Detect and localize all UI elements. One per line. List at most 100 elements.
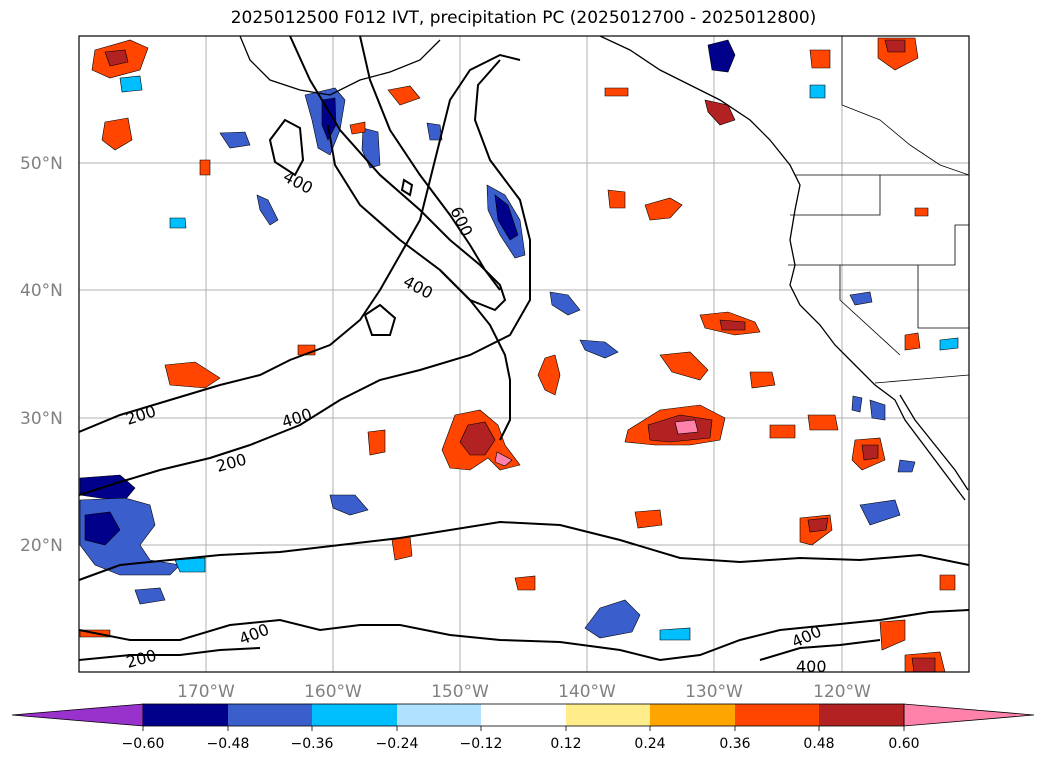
contour-closed-small [363, 303, 397, 336]
neg-blob [361, 127, 381, 169]
neg-blob [869, 399, 886, 421]
neg-blob [707, 39, 736, 73]
pos-blob [674, 419, 699, 435]
neg-blob [851, 395, 863, 413]
colorbar-bin [566, 704, 650, 726]
neg-blob [579, 339, 619, 359]
neg-blob [119, 75, 143, 93]
colorbar-bin [312, 704, 397, 726]
colorbar-frame [142, 703, 905, 727]
state-border [917, 265, 969, 329]
pos-blob [391, 535, 413, 561]
lon-label-160w: 160°W [304, 682, 362, 702]
neg-blob [849, 291, 873, 306]
lon-label-130w: 130°W [685, 682, 743, 702]
pos-blob [537, 354, 561, 396]
map-title: 2025012500 F012 IVT, precipitation PC (2… [230, 8, 817, 28]
ivt-contours [79, 36, 969, 662]
coastline [239, 36, 969, 501]
baja-gulf-coast [899, 394, 969, 491]
pos-blob [199, 159, 211, 176]
pos-blob [809, 49, 831, 69]
pos-blob [769, 424, 796, 439]
west-coast [599, 36, 966, 501]
colorbar-bin [819, 704, 904, 726]
lon-label-150w: 150°W [431, 682, 489, 702]
us-mexico-border [874, 374, 969, 384]
colorbar-bin [650, 704, 735, 726]
pos-blob [164, 361, 221, 389]
colorbar-tick-label: 0.24 [634, 736, 665, 752]
state-border [790, 175, 881, 216]
neg-blob [859, 499, 901, 526]
pos-blob [604, 87, 629, 97]
pos-blob [904, 332, 921, 351]
pos-blob [807, 414, 839, 431]
neg-blob [809, 84, 826, 99]
colorbar-tick-label: 0.48 [803, 736, 834, 752]
lat-label-20n: 20°N [20, 536, 63, 556]
pos-blob [634, 509, 663, 529]
pos-blob [349, 121, 366, 135]
colorbar-ticks [142, 726, 905, 731]
pos-blob [104, 49, 129, 67]
lon-axis-labels: 170°W 160°W 150°W 140°W 130°W 120°W [177, 682, 871, 702]
pos-blob [939, 574, 956, 591]
colorbar-extend-high [903, 703, 1035, 727]
pos-blob [387, 85, 421, 106]
lon-label-140w: 140°W [558, 682, 616, 702]
alaska-coast [239, 36, 441, 96]
colorbar-bin [143, 704, 228, 726]
political-borders [788, 36, 969, 384]
pos-blob [911, 657, 936, 672]
colorbar-tick-label: 0.12 [550, 736, 581, 752]
colorbar-bin [228, 704, 312, 726]
pos-blob [659, 351, 709, 381]
pos-blob [884, 39, 906, 53]
neg-blob [494, 194, 519, 241]
colorbar-tick-label: −0.24 [376, 736, 419, 752]
pos-blob [644, 197, 683, 221]
pos-blob [607, 189, 626, 209]
contour-tiny [400, 178, 414, 197]
state-border [788, 224, 969, 266]
pos-blob [861, 444, 879, 461]
lat-label-50n: 50°N [20, 154, 63, 174]
neg-blob [939, 337, 959, 351]
neg-blob [169, 217, 187, 229]
neg-blob [329, 494, 369, 516]
contour-200-upper [79, 53, 521, 433]
neg-blob [174, 557, 206, 573]
contour-label: 400 [796, 657, 827, 676]
neg-blob [321, 97, 337, 141]
colorbar-bin [397, 704, 481, 726]
neg-blob [584, 599, 641, 639]
neg-blob [549, 291, 581, 316]
pos-blob [704, 99, 736, 126]
alaska-canada-border [841, 36, 969, 176]
neg-blob [256, 194, 279, 226]
neg-blob [134, 587, 166, 605]
lat-label-30n: 30°N [20, 409, 63, 429]
lat-label-40n: 40°N [20, 281, 63, 301]
state-border [839, 265, 901, 356]
pos-blob [914, 207, 929, 217]
contour-200-lower [79, 520, 969, 581]
contour-600 [359, 36, 501, 291]
colorbar-tick-label: −0.36 [291, 736, 334, 752]
colorbar-bin [481, 704, 566, 726]
neg-blob [426, 122, 443, 141]
map-frame [78, 35, 970, 673]
lon-label-120w: 120°W [813, 682, 871, 702]
pos-blob [719, 319, 746, 331]
positive-precip-areas [79, 37, 956, 672]
graticule [79, 36, 969, 672]
map-plot-area: 400 600 400 200 400 200 400 200 400 400 [79, 36, 969, 676]
pos-blob [459, 421, 496, 456]
contour-400-closed [268, 118, 305, 177]
pos-blob [749, 371, 776, 389]
contour-200-bottom [79, 647, 261, 661]
pos-blob [514, 575, 536, 591]
pos-blob [879, 619, 906, 651]
